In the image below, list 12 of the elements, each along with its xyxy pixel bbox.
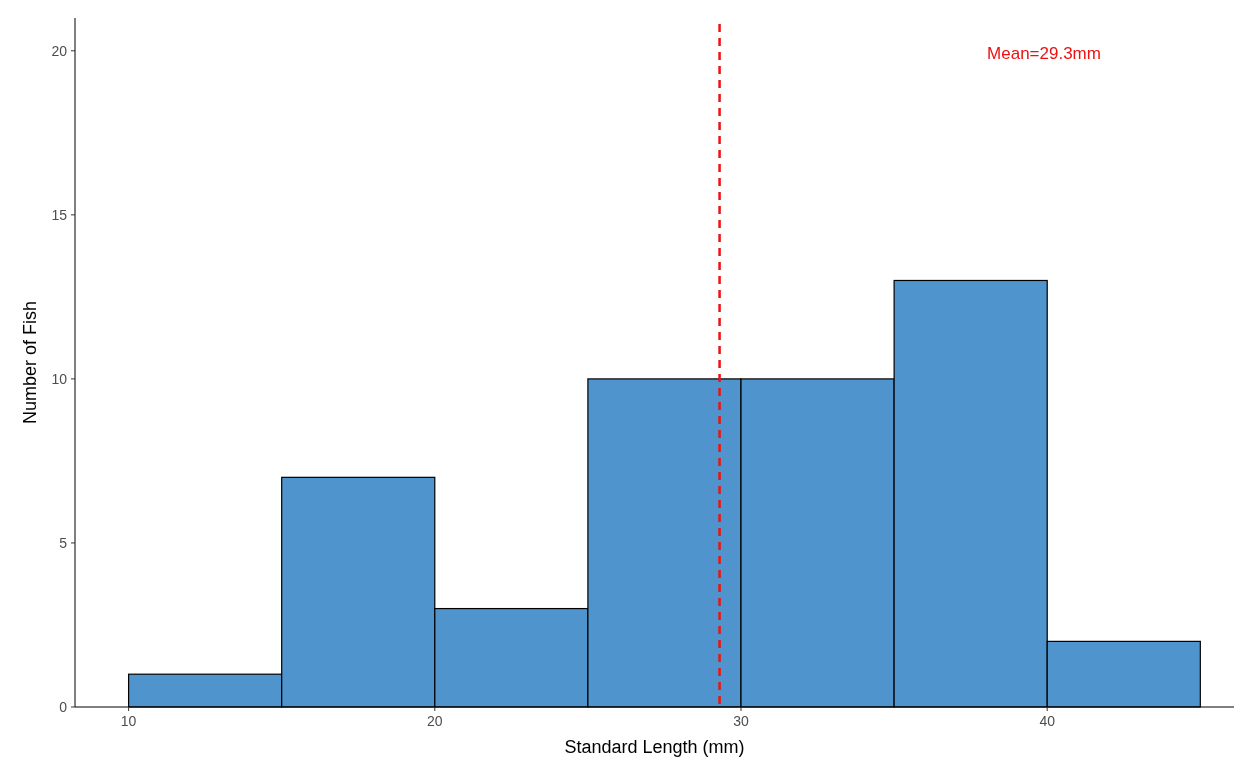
x-tick-label: 30 (733, 713, 749, 729)
x-tick-label: 40 (1039, 713, 1056, 729)
ref-line-label: Mean=29.3mm (987, 44, 1101, 63)
y-axis-title: Number of Fish (20, 300, 40, 425)
y-tick-label: 15 (51, 206, 68, 223)
x-tick-label: 10 (120, 713, 137, 729)
y-tick-label: 20 (51, 42, 68, 59)
x-tick-label: 20 (427, 713, 443, 729)
y-tick-label: 0 (59, 699, 68, 715)
y-tick-label: 5 (59, 534, 68, 551)
y-tick-label: 10 (51, 370, 68, 387)
x-axis-title: Standard Length (mm) (564, 737, 745, 757)
